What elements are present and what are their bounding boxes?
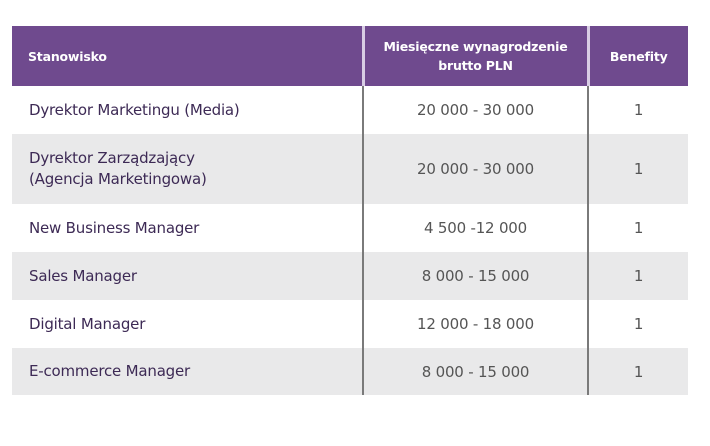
position-name-line2: (Agencja Marketingowa) xyxy=(29,170,207,188)
salary-range: 20 000 - 30 000 xyxy=(417,160,534,178)
salary-table: Stanowisko Miesięczne wynagrodzenie brut… xyxy=(12,26,688,395)
position-name: Dyrektor Marketingu (Media) xyxy=(29,100,240,119)
cell-salary: 20 000 - 30 000 xyxy=(362,134,588,204)
cell-salary: 4 500 -12 000 xyxy=(362,204,588,252)
benefits-count: 1 xyxy=(633,362,644,381)
benefits-count: 1 xyxy=(633,160,644,178)
table-row: E-commerce Manager 8 000 - 15 000 1 xyxy=(12,348,688,395)
benefits-count: 1 xyxy=(633,101,644,119)
cell-salary: 8 000 - 15 000 xyxy=(362,252,588,300)
table-header-row: Stanowisko Miesięczne wynagrodzenie brut… xyxy=(12,26,688,86)
table-row: Dyrektor Marketingu (Media) 20 000 - 30 … xyxy=(12,86,688,134)
header-salary-line1: Miesięczne wynagrodzenie xyxy=(383,39,568,54)
salary-range: 8 000 - 15 000 xyxy=(421,267,530,285)
cell-salary: 8 000 - 15 000 xyxy=(362,348,588,395)
position-name: Sales Manager xyxy=(29,266,137,285)
header-salary: Miesięczne wynagrodzenie brutto PLN xyxy=(361,26,588,86)
cell-position: Dyrektor Marketingu (Media) xyxy=(12,86,363,134)
position-name: Digital Manager xyxy=(29,314,146,333)
cell-benefits: 1 xyxy=(587,134,688,204)
table-row: Digital Manager 12 000 - 18 000 1 xyxy=(12,300,688,348)
cell-benefits: 1 xyxy=(587,300,688,348)
cell-benefits: 1 xyxy=(587,204,688,252)
table-row: Dyrektor Zarządzający (Agencja Marketing… xyxy=(12,134,688,204)
header-benefits: Benefity xyxy=(586,26,688,86)
table-row: Sales Manager 8 000 - 15 000 1 xyxy=(12,252,688,300)
position-name: New Business Manager xyxy=(29,218,200,237)
cell-benefits: 1 xyxy=(587,252,688,300)
position-name-line1: Dyrektor Zarządzający xyxy=(29,149,195,167)
salary-range: 4 500 -12 000 xyxy=(423,219,527,237)
salary-range: 20 000 - 30 000 xyxy=(417,101,534,119)
benefits-count: 1 xyxy=(633,315,644,333)
position-name: E-commerce Manager xyxy=(29,362,190,380)
cell-salary: 20 000 - 30 000 xyxy=(362,86,588,134)
cell-benefits: 1 xyxy=(587,86,688,134)
header-position-label: Stanowisko xyxy=(28,48,107,64)
cell-position: Dyrektor Zarządzający (Agencja Marketing… xyxy=(12,134,363,204)
cell-position: E-commerce Manager xyxy=(12,348,363,395)
salary-range: 8 000 - 15 000 xyxy=(421,362,530,381)
salary-range: 12 000 - 18 000 xyxy=(417,315,534,333)
header-benefits-label: Benefity xyxy=(609,48,668,64)
cell-benefits: 1 xyxy=(587,348,688,395)
benefits-count: 1 xyxy=(633,267,644,285)
cell-position: Sales Manager xyxy=(12,252,363,300)
cell-position: New Business Manager xyxy=(12,204,363,252)
header-position: Stanowisko xyxy=(12,26,363,86)
table-row: New Business Manager 4 500 -12 000 1 xyxy=(12,204,688,252)
cell-position: Digital Manager xyxy=(12,300,363,348)
benefits-count: 1 xyxy=(633,219,644,237)
header-salary-line2: brutto PLN xyxy=(438,58,513,73)
cell-salary: 12 000 - 18 000 xyxy=(362,300,588,348)
salary-table-container: Stanowisko Miesięczne wynagrodzenie brut… xyxy=(12,26,688,395)
